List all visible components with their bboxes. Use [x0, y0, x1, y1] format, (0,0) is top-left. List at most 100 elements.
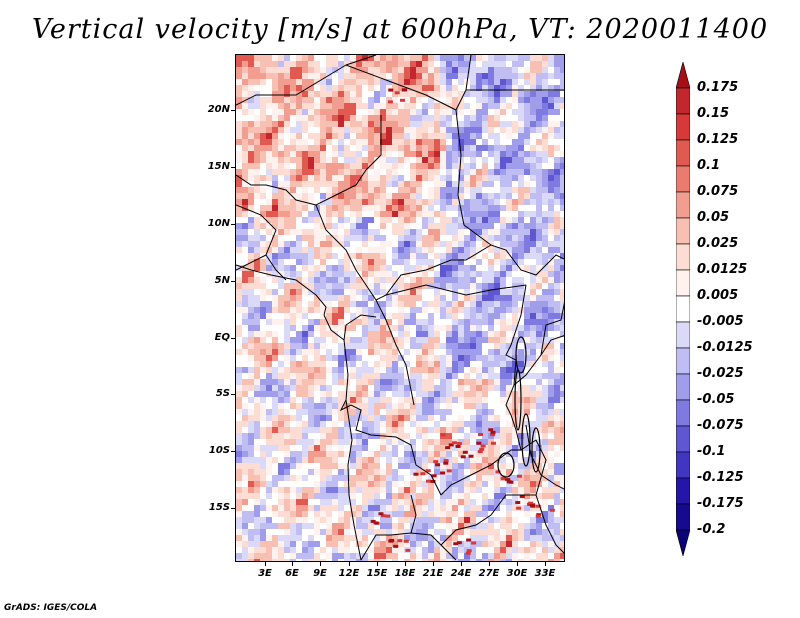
colorbar-bin — [676, 87, 690, 115]
colorbar-label: -0.075 — [697, 418, 744, 433]
lon-tick — [489, 562, 490, 566]
lat-label: 15N — [207, 161, 230, 172]
lat-label: 5S — [215, 388, 230, 399]
lon-label: 27E — [478, 568, 500, 579]
colorbar-label: 0.025 — [697, 236, 739, 251]
lon-tick — [320, 562, 321, 566]
colorbar-bin — [676, 425, 690, 453]
lon-label: 33E — [534, 568, 556, 579]
lat-tick — [231, 394, 235, 395]
lon-label: 21E — [422, 568, 444, 579]
colorbar-bin — [676, 477, 690, 505]
lat-tick — [231, 508, 235, 509]
country-border — [440, 494, 536, 546]
colorbar-bin — [676, 295, 690, 323]
lat-label: 10S — [208, 445, 230, 456]
colorbar-bin — [676, 529, 690, 556]
country-border — [236, 264, 327, 316]
country-border — [410, 494, 417, 534]
lon-label: 9E — [313, 568, 327, 579]
colorbar-label: -0.125 — [697, 470, 744, 485]
lat-tick — [231, 451, 235, 452]
lon-tick — [349, 562, 350, 566]
lon-tick — [265, 562, 266, 566]
colorbar — [676, 62, 690, 556]
colorbar-label: 0.175 — [697, 80, 739, 95]
country-border — [236, 254, 267, 271]
vertical-velocity-field — [236, 55, 564, 561]
colorbar-label: -0.005 — [697, 314, 744, 329]
colorbar-bin — [676, 113, 690, 141]
lon-tick — [461, 562, 462, 566]
lat-label: 5N — [214, 275, 230, 286]
colorbar-bin — [676, 399, 690, 427]
colorbar-label: -0.05 — [697, 392, 735, 407]
colorbar-bin — [676, 62, 690, 89]
country-border — [540, 302, 564, 356]
lon-tick — [433, 562, 434, 566]
colorbar-bin — [676, 451, 690, 479]
map-plot-area — [235, 54, 565, 562]
colorbar-bin — [676, 217, 690, 245]
colorbar-bin — [676, 503, 690, 531]
colorbar-label: 0.125 — [697, 132, 739, 147]
lat-tick — [231, 281, 235, 282]
lon-tick — [405, 562, 406, 566]
lon-label: 12E — [338, 568, 360, 579]
lon-tick — [517, 562, 518, 566]
colorbar-label: 0.005 — [697, 288, 739, 303]
lon-tick — [377, 562, 378, 566]
colorbar-label: -0.0125 — [697, 340, 753, 355]
colorbar-label: 0.075 — [697, 184, 739, 199]
map-title: Vertical velocity [m/s] at 600hPa, VT: 2… — [31, 14, 769, 45]
country-border — [236, 64, 492, 246]
country-border — [385, 244, 564, 296]
lon-label: 15E — [366, 568, 388, 579]
lat-tick — [231, 167, 235, 168]
country-border — [323, 314, 377, 341]
lat-tick — [231, 338, 235, 339]
lake-outline — [515, 336, 527, 374]
colorbar-bin — [676, 165, 690, 193]
footer-credit: GrADS: IGES/COLA — [4, 603, 98, 613]
lat-label: 10N — [207, 218, 230, 229]
country-border — [345, 399, 362, 561]
colorbar-label: -0.025 — [697, 366, 744, 381]
colorbar-bin — [676, 321, 690, 349]
lon-tick — [545, 562, 546, 566]
lat-tick — [231, 224, 235, 225]
lat-label: EQ — [214, 332, 230, 343]
colorbar-label: -0.175 — [697, 496, 744, 511]
colorbar-label: 0.1 — [697, 158, 721, 173]
colorbar-bin — [676, 139, 690, 167]
country-border — [343, 339, 349, 401]
colorbar-label: 0.05 — [697, 210, 730, 225]
lon-label: 18E — [394, 568, 416, 579]
colorbar-bin — [676, 373, 690, 401]
colorbar-label: 0.0125 — [697, 262, 748, 277]
lat-tick — [231, 110, 235, 111]
colorbar-label: -0.2 — [697, 522, 726, 537]
lon-label: 30E — [506, 568, 528, 579]
country-border — [236, 204, 287, 281]
lake-outline — [521, 413, 531, 467]
country-border — [535, 439, 564, 554]
colorbar-bin — [676, 347, 690, 375]
lon-label: 6E — [285, 568, 299, 579]
lat-label: 15S — [208, 502, 230, 513]
colorbar-label: 0.15 — [697, 106, 730, 121]
colorbar-bin — [676, 191, 690, 219]
colorbar-label: -0.1 — [697, 444, 726, 459]
country-border — [339, 399, 442, 496]
country-border — [375, 299, 415, 406]
lon-tick — [292, 562, 293, 566]
lat-label: 20N — [207, 104, 230, 115]
country-border — [345, 55, 377, 66]
lon-label: 24E — [450, 568, 472, 579]
lake-outline — [514, 369, 522, 431]
colorbar-bin — [676, 243, 690, 271]
lake-outline — [531, 427, 541, 473]
lake-outline — [497, 452, 515, 478]
lon-label: 3E — [258, 568, 272, 579]
colorbar-bin — [676, 269, 690, 297]
